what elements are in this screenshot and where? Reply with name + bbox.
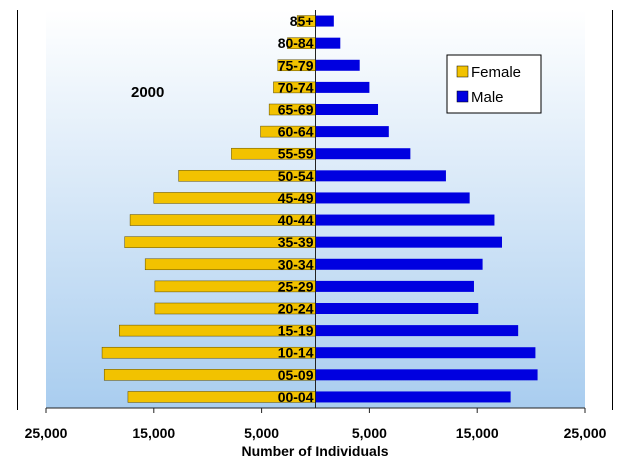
legend-label-male: Male [471,89,504,106]
legend-swatch-female [456,65,469,78]
age-label-40-44: 40-44 [278,212,314,228]
age-label-20-24: 20-24 [278,301,314,317]
age-label-15-19: 15-19 [278,323,314,339]
right-border-line [612,10,613,410]
x-tick-label: 5,000 [352,425,387,441]
bar-male-15-19 [315,325,519,337]
bar-male-20-24 [315,303,479,314]
legend-box [446,54,542,114]
age-label-55-59: 55-59 [278,146,314,162]
bar-male-35-39 [315,236,502,248]
age-label-70-74: 70-74 [278,79,314,95]
age-label-10-14: 10-14 [278,345,314,361]
bar-male-50-54 [315,170,446,182]
x-tick-label: 15,000 [132,425,175,441]
bar-male-70-74 [315,81,370,93]
age-label-35-39: 35-39 [278,234,314,250]
bar-male-60-64 [315,126,389,138]
left-border-line [17,10,18,410]
bar-male-10-14 [315,347,536,359]
year-annotation: 2000 [131,84,164,101]
bar-male-65-69 [315,104,379,115]
x-axis-ticks: 25,000 15,000 5,000 5,000 15,000 25,000 [25,408,607,441]
bar-male-80-84 [315,37,341,49]
age-label-80-84: 80-84 [278,35,314,51]
age-label-00-04: 00-04 [278,389,314,405]
x-tick-label: 25,000 [564,425,607,441]
bar-male-25-29 [315,280,474,292]
age-label-30-34: 30-34 [278,256,314,272]
age-label-50-54: 50-54 [278,168,314,184]
bar-male-00-04 [315,391,511,403]
age-label-25-29: 25-29 [278,278,314,294]
age-label-60-64: 60-64 [278,124,314,140]
legend-label-female: Female [471,64,521,81]
x-tick-label: 5,000 [244,425,279,441]
legend-swatch-male [456,90,469,103]
bar-male-55-59 [315,148,411,160]
male-series [315,15,538,403]
age-label-65-69: 65-69 [278,102,314,118]
bar-male-75-79 [315,59,360,71]
x-axis-title: Number of Individuals [241,443,388,459]
bar-male-45-49 [315,192,470,204]
x-tick-label: 15,000 [456,425,499,441]
bar-male-05-09 [315,369,538,381]
legend: Female Male [446,54,542,114]
x-tick-label: 25,000 [25,425,68,441]
bar-male-85+ [315,15,334,27]
age-label-85+: 85+ [290,13,314,29]
age-label-75-79: 75-79 [278,57,314,73]
age-group-labels: 85+ 80-84 75-79 70-74 65-69 60-64 55-59 50-54 45… [278,13,314,405]
bar-male-40-44 [315,214,495,226]
age-label-45-49: 45-49 [278,190,314,206]
bar-male-30-34 [315,258,483,270]
age-label-05-09: 05-09 [278,367,314,383]
